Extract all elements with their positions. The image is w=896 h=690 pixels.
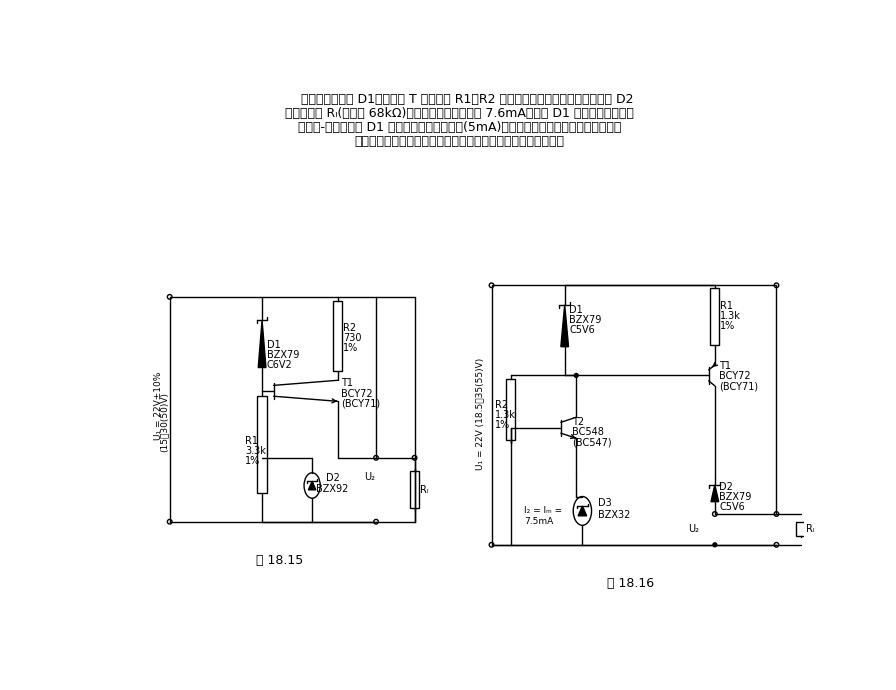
Text: 3.3k: 3.3k (246, 446, 266, 456)
Text: D3: D3 (598, 498, 612, 509)
Text: T1: T1 (341, 378, 353, 388)
Text: 图 18.15: 图 18.15 (256, 553, 304, 566)
Text: 和负载电阻 Rₗ(这里为 68kΩ)构成的并联电路电流约 7.6mA。由于 D1 上电流远大于晶体: 和负载电阻 Rₗ(这里为 68kΩ)构成的并联电路电流约 7.6mA。由于 D1… (285, 107, 633, 120)
Text: U₂: U₂ (365, 472, 375, 482)
Text: 入电流波动引起的射极电流和基准二极管电流的变化也就很小。: 入电流波动引起的射极电流和基准二极管电流的变化也就很小。 (354, 135, 564, 148)
Text: 7.5mA: 7.5mA (524, 518, 553, 526)
Text: I₂ = Iₘ =: I₂ = Iₘ = (524, 506, 562, 515)
Text: (BCY71): (BCY71) (719, 381, 759, 391)
Bar (506, 379, 515, 440)
Text: (15～30(50)V): (15～30(50)V) (159, 392, 168, 451)
Text: C5V6: C5V6 (569, 325, 595, 335)
Text: 图 18.16: 图 18.16 (607, 577, 654, 590)
Polygon shape (561, 305, 569, 346)
Text: R1: R1 (720, 301, 733, 311)
Text: BZX32: BZX32 (598, 510, 630, 520)
Text: BZX92: BZX92 (316, 484, 349, 494)
Text: T1: T1 (719, 361, 731, 371)
Circle shape (713, 543, 717, 546)
Text: 1%: 1% (720, 321, 736, 331)
Text: R1: R1 (246, 436, 258, 446)
Text: 管的基-射极电流而 D1 中的电流又设计得很大(5mA)，因此，由于晶体管数据分散性和输: 管的基-射极电流而 D1 中的电流又设计得很大(5mA)，因此，由于晶体管数据分… (297, 121, 621, 134)
Text: R2: R2 (343, 323, 356, 333)
Text: BCY72: BCY72 (341, 389, 373, 399)
Text: D2: D2 (719, 482, 733, 492)
Text: U₁ = 22V (18.5～35(55)V): U₁ = 22V (18.5～35(55)V) (476, 358, 485, 470)
Text: BZX79: BZX79 (267, 350, 299, 359)
Text: 730: 730 (343, 333, 361, 343)
Bar (410, 471, 419, 508)
Text: BZX79: BZX79 (719, 492, 752, 502)
Text: C6V2: C6V2 (267, 359, 292, 370)
Text: D1: D1 (569, 305, 583, 315)
Text: D1: D1 (267, 339, 280, 350)
Text: 1%: 1% (495, 420, 511, 431)
Text: Rₗ: Rₗ (420, 485, 428, 495)
Bar (257, 396, 267, 493)
Text: BZX79: BZX79 (569, 315, 602, 325)
Polygon shape (578, 506, 587, 516)
Text: U₁ = 22V±10%: U₁ = 22V±10% (153, 372, 163, 440)
Text: BCY72: BCY72 (719, 371, 751, 381)
Text: (BCY71): (BCY71) (341, 399, 381, 409)
Text: D2: D2 (326, 473, 340, 483)
Text: 该电路由稳压管 D1、晶体管 T 以及电阻 R1、R2 构成恒流源，可供给由基准二极管 D2: 该电路由稳压管 D1、晶体管 T 以及电阻 R1、R2 构成恒流源，可供给由基准… (285, 93, 633, 106)
Text: 1.3k: 1.3k (720, 311, 741, 321)
Bar (797, 522, 806, 536)
Text: 1%: 1% (246, 456, 261, 466)
Text: Rₗ: Rₗ (806, 524, 815, 534)
Text: BC548: BC548 (573, 427, 604, 437)
Text: U₂: U₂ (688, 524, 699, 534)
Text: 1.3k: 1.3k (495, 411, 516, 420)
Polygon shape (308, 481, 316, 490)
Circle shape (574, 373, 578, 377)
Bar (711, 288, 719, 345)
Bar (333, 301, 342, 371)
Text: R2: R2 (495, 400, 509, 411)
Text: C5V6: C5V6 (719, 502, 745, 512)
Text: 1%: 1% (343, 343, 358, 353)
Text: (BC547): (BC547) (573, 437, 612, 447)
Polygon shape (711, 485, 719, 502)
Polygon shape (258, 320, 266, 368)
Text: T2: T2 (573, 417, 584, 427)
